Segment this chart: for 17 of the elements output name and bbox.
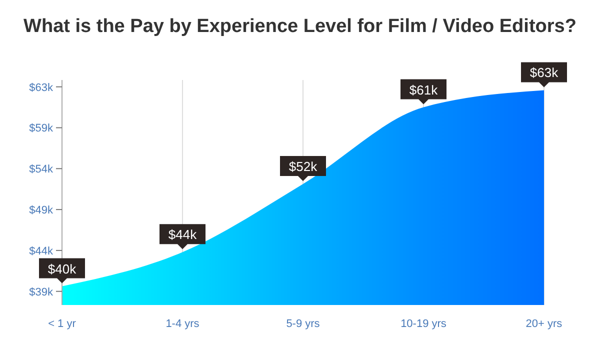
chart-title: What is the Pay by Experience Level for Film / Video Editors?: [24, 16, 576, 37]
y-tick-label: $63k: [29, 82, 54, 94]
data-label: $40k: [48, 261, 77, 276]
y-tick-label: $49k: [29, 204, 54, 217]
x-tick-label: 1-4 yrs: [166, 318, 200, 330]
x-tick-label: 5-9 yrs: [286, 318, 320, 330]
data-label: $52k: [288, 158, 318, 174]
x-tick-label: < 1 yr: [48, 318, 76, 330]
y-tick-label: $59k: [29, 122, 54, 135]
y-tick-label: $39k: [29, 286, 54, 298]
data-label: $44k: [168, 227, 198, 242]
x-tick-label: 20+ yrs: [526, 318, 563, 330]
data-label: $63k: [530, 65, 559, 80]
data-label: $61k: [409, 82, 438, 98]
y-tick-label: $44k: [29, 245, 54, 258]
y-tick-label: $54k: [29, 164, 54, 176]
x-tick-label: 10-19 yrs: [400, 318, 447, 330]
